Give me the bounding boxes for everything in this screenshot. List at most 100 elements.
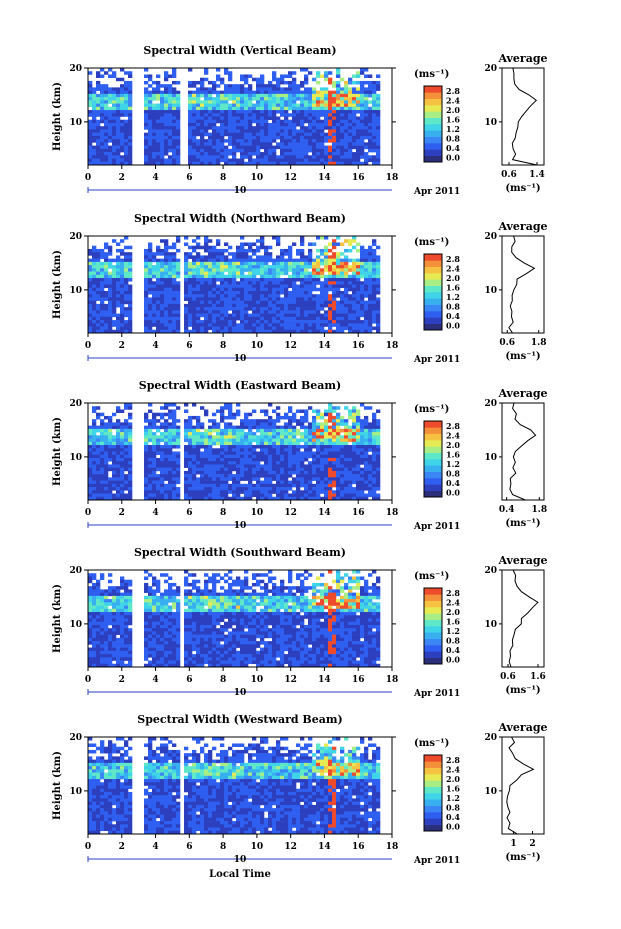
heatmap-cell	[216, 326, 221, 331]
heatmap-cell	[288, 126, 293, 130]
heatmap-cell	[172, 425, 177, 430]
heatmap-cell	[324, 255, 329, 259]
heatmap-cell	[112, 307, 117, 311]
heatmap-cell	[220, 116, 225, 121]
heatmap-cell	[316, 412, 321, 417]
heatmap-cell	[144, 474, 149, 478]
heatmap-cell	[100, 290, 105, 295]
heatmap-cell	[220, 474, 225, 478]
heatmap-cell	[376, 161, 381, 166]
heatmap-cell	[304, 77, 309, 82]
heatmap-cell	[188, 432, 193, 436]
heatmap-cell	[324, 297, 329, 301]
heatmap-cell	[108, 68, 113, 72]
heatmap-cell	[308, 97, 313, 101]
heatmap-cell	[328, 403, 333, 407]
heatmap-cell	[108, 300, 113, 305]
heatmap-cell	[116, 323, 121, 327]
heatmap-cell	[320, 294, 325, 298]
heatmap-cell	[108, 139, 113, 143]
heatmap-cell	[276, 432, 281, 436]
heatmap-cell	[336, 329, 341, 334]
heatmap-cell	[248, 438, 253, 443]
heatmap-cell	[128, 294, 133, 298]
heatmap-cell	[212, 474, 217, 478]
heatmap-cell	[360, 294, 365, 298]
heatmap-cell	[284, 155, 289, 159]
heatmap-cell	[376, 139, 381, 143]
heatmap-cell	[292, 313, 297, 318]
heatmap-cell	[128, 116, 133, 121]
heatmap-cell	[320, 90, 325, 95]
heatmap-cell	[332, 103, 337, 108]
heatmap-cell	[88, 474, 93, 478]
heatmap-cell	[368, 278, 373, 282]
heatmap-cell	[164, 464, 169, 468]
heatmap-cell	[292, 268, 297, 272]
heatmap-cell	[224, 68, 229, 72]
heatmap-cell	[256, 323, 261, 327]
heatmap-cell	[336, 84, 341, 88]
heatmap-cell	[328, 425, 333, 430]
heatmap-cell	[272, 287, 277, 292]
heatmap-cell	[312, 297, 317, 301]
avg-x-tick-label: 0.6	[499, 338, 515, 348]
heatmap-cell	[284, 139, 289, 143]
heatmap-cell	[196, 242, 201, 246]
heatmap-cell	[292, 451, 297, 456]
heatmap-cell	[260, 242, 265, 246]
heatmap-cell	[304, 415, 309, 420]
heatmap-cell	[188, 152, 193, 156]
heatmap-cell	[272, 268, 277, 272]
heatmap-cell	[144, 425, 149, 430]
heatmap-cell	[332, 152, 337, 156]
heatmap-cell	[284, 300, 289, 305]
heatmap-cell	[192, 470, 197, 475]
heatmap-cell	[232, 255, 237, 259]
heatmap-cell	[196, 428, 201, 433]
heatmap-cell	[152, 268, 157, 272]
heatmap-cell	[108, 245, 113, 250]
heatmap-cell	[260, 307, 265, 311]
heatmap-cell	[332, 142, 337, 146]
heatmap-cell	[228, 438, 233, 443]
heatmap-cell	[316, 152, 321, 156]
heatmap-cell	[96, 74, 101, 78]
heatmap-cell	[216, 126, 221, 130]
heatmap-cell	[268, 457, 273, 462]
heatmap-cell	[264, 313, 269, 318]
heatmap-cell	[100, 303, 105, 308]
heatmap-cell	[228, 84, 233, 88]
heatmap-cell	[352, 110, 357, 114]
heatmap-cell	[336, 412, 341, 417]
heatmap-cell	[328, 106, 333, 111]
heatmap-cell	[236, 145, 241, 150]
heatmap-cell	[308, 110, 313, 114]
heatmap-cell	[124, 158, 129, 163]
heatmap-cell	[372, 126, 377, 130]
heatmap-cell	[212, 464, 217, 468]
heatmap-cell	[292, 155, 297, 159]
heatmap-cell	[296, 474, 301, 478]
heatmap-cell	[316, 129, 321, 133]
heatmap-cell	[160, 152, 165, 156]
heatmap-cell	[96, 255, 101, 259]
heatmap-cell	[336, 451, 341, 456]
colorbar-swatch	[424, 279, 442, 286]
heatmap-cell	[336, 477, 341, 481]
heatmap-cell	[192, 103, 197, 108]
heatmap-cell	[212, 161, 217, 166]
heatmap-cell	[372, 294, 377, 298]
heatmap-cell	[264, 467, 269, 472]
heatmap-cell	[308, 248, 313, 253]
heatmap-cell	[148, 252, 153, 256]
heatmap-cell	[252, 448, 257, 452]
heatmap-cell	[276, 103, 281, 108]
heatmap-cell	[92, 119, 97, 124]
heatmap-cell	[216, 300, 221, 305]
heatmap-cell	[204, 412, 209, 417]
heatmap-cell	[244, 110, 249, 114]
heatmap-cell	[360, 113, 365, 117]
heatmap-cell	[164, 307, 169, 311]
heatmap-cell	[308, 148, 313, 153]
